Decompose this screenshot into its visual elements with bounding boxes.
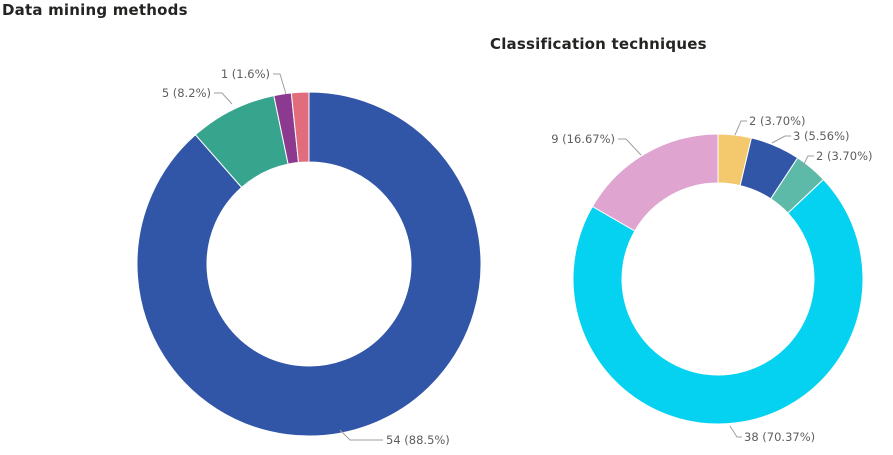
chart-title-data-mining-methods: Data mining methods bbox=[2, 1, 188, 19]
donut-1-leader-line-2 bbox=[801, 155, 814, 169]
donut-1-leader-line-4 bbox=[618, 138, 642, 156]
donut-0-leader-line-1 bbox=[214, 92, 233, 105]
donut-0-data-label-1: 5 (8.2%) bbox=[162, 86, 211, 100]
donut-1-data-label-4: 9 (16.67%) bbox=[551, 132, 615, 146]
donut-chart-data-mining-methods: 54 (88.5%) 5 (8.2%) 1 (1.6%) bbox=[136, 67, 482, 447]
donut-0-slice-3[interactable] bbox=[290, 91, 310, 164]
donut-0-data-label-0: 54 (88.5%) bbox=[386, 433, 450, 447]
chart-title-classification-techniques: Classification techniques bbox=[490, 35, 707, 53]
donut-1-data-label-3: 38 (70.37%) bbox=[744, 430, 815, 444]
donut-0-slice-0[interactable] bbox=[136, 91, 482, 437]
donut-1-slice-4[interactable] bbox=[591, 133, 719, 232]
donut-1-leader-line-1 bbox=[771, 135, 791, 144]
donut-1-slice-3[interactable] bbox=[572, 178, 864, 425]
donut-chart-classification-techniques: 2 (3.70%)3 (5.56%)2 (3.70%)38 (70.37%)9 … bbox=[551, 114, 872, 444]
donut-1-data-label-0: 2 (3.70%) bbox=[749, 114, 805, 128]
donut-0-data-label-2: 1 (1.6%) bbox=[221, 67, 270, 81]
donut-1-data-label-2: 2 (3.70%) bbox=[816, 149, 872, 163]
donut-1-leader-line-3 bbox=[729, 425, 742, 438]
donut-0-leader-line-0 bbox=[339, 429, 383, 441]
donut-0-leader-line-2 bbox=[273, 73, 287, 95]
donut-1-leader-line-0 bbox=[734, 120, 747, 136]
donut-1-data-label-1: 3 (5.56%) bbox=[793, 129, 849, 143]
